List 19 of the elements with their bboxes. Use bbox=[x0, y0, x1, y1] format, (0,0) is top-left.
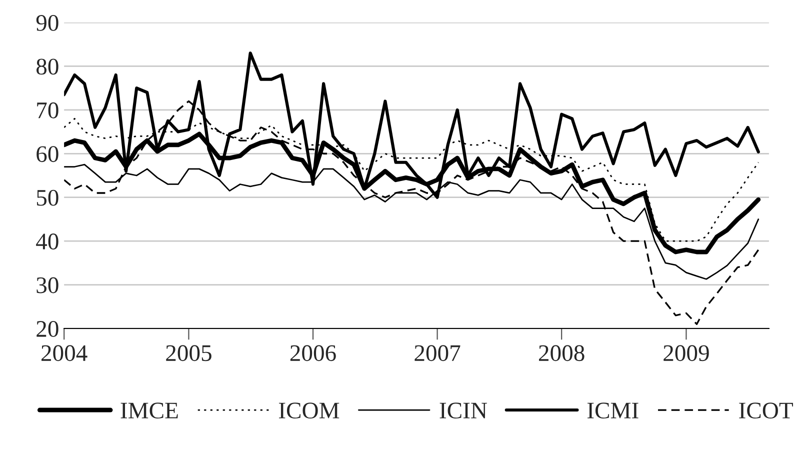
y-tick-label: 90 bbox=[36, 14, 58, 31]
y-tick-label: 70 bbox=[37, 102, 58, 118]
x-tick-label: 2007 bbox=[414, 345, 460, 362]
x-tick-label: 2009 bbox=[664, 345, 709, 362]
y-tick-label: 40 bbox=[36, 234, 58, 250]
legend-label: ICOT bbox=[739, 402, 793, 419]
x-tick-label: 2008 bbox=[539, 345, 584, 362]
y-tick-label: 60 bbox=[36, 146, 58, 162]
y-tick-label: 30 bbox=[36, 277, 58, 294]
y-tick-label: 80 bbox=[36, 58, 58, 75]
legend-label: ICOM bbox=[278, 402, 340, 419]
y-tick-label: 50 bbox=[36, 190, 58, 206]
legend-label: ICIN bbox=[440, 402, 487, 419]
x-tick-label: 2006 bbox=[290, 345, 336, 362]
y-tick-label: 20 bbox=[36, 320, 58, 337]
x-tick-label: 2005 bbox=[166, 345, 212, 362]
x-tick-label: 2004 bbox=[42, 345, 88, 362]
legend-label: ICMI bbox=[588, 402, 638, 419]
legend-label: IMCE bbox=[120, 402, 178, 419]
